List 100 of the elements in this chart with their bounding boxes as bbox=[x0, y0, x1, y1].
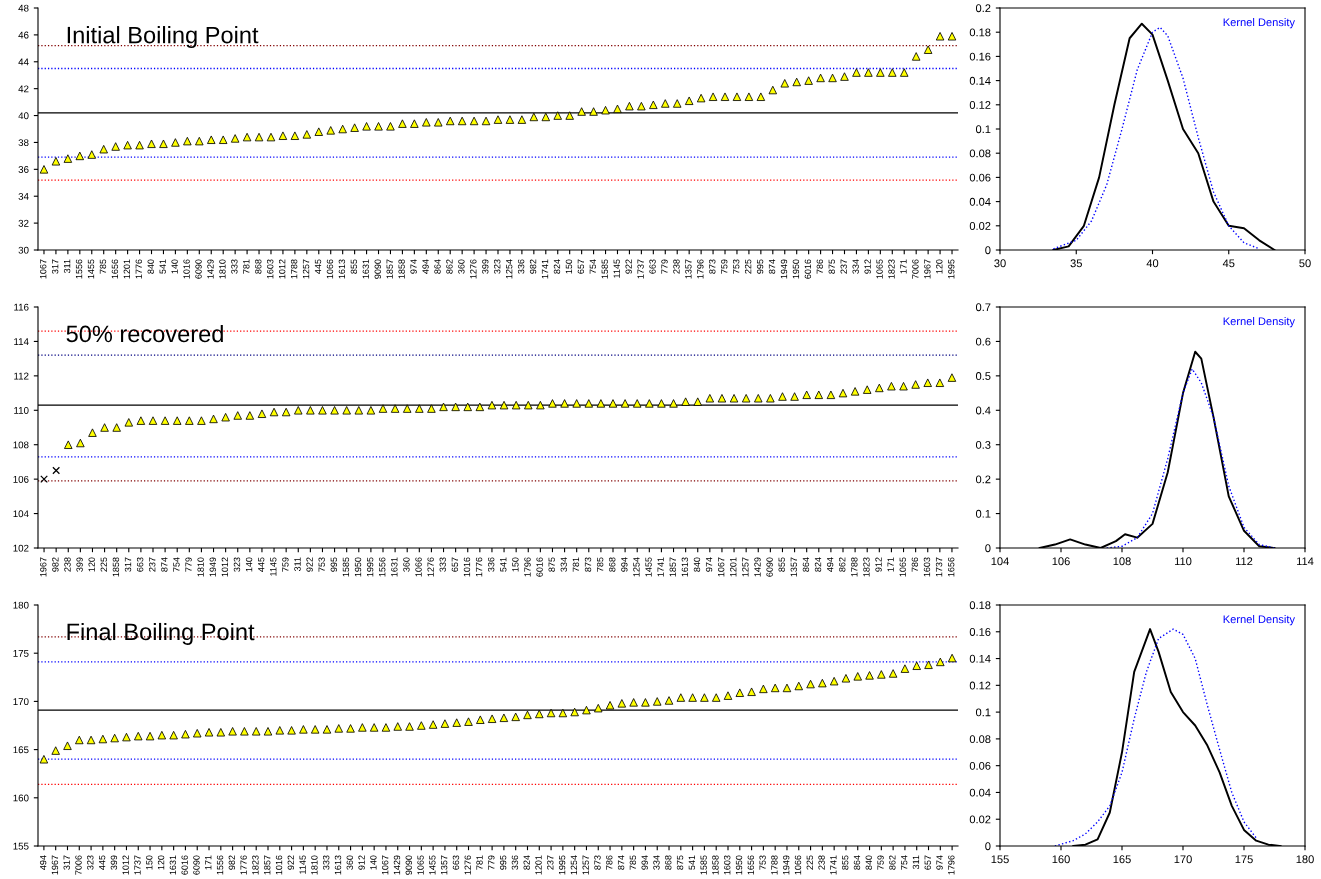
x-tick-label: 399 bbox=[76, 557, 83, 572]
x-tick-label: 360 bbox=[346, 855, 353, 870]
x-tick-label: 785 bbox=[629, 855, 637, 870]
x-tick-label: 1656 bbox=[747, 855, 755, 875]
x-tick-label: 1556 bbox=[379, 557, 386, 577]
x-tick-label: 1276 bbox=[464, 855, 471, 875]
x-tick-label: 875 bbox=[548, 557, 555, 572]
x-tick-label: 912 bbox=[875, 557, 882, 572]
y-tick-label: 46 bbox=[18, 31, 29, 39]
x-tick-label: 786 bbox=[911, 557, 919, 572]
y-tick-label: 0.18 bbox=[969, 601, 991, 610]
x-tick-label: 855 bbox=[350, 259, 358, 274]
x-tick-label: 317 bbox=[124, 557, 132, 572]
x-tick-label: 1858 bbox=[712, 855, 719, 875]
x-tick-label: 864 bbox=[853, 855, 861, 870]
x-tick-label: 1357 bbox=[685, 259, 692, 279]
x-tick-label: 1145 bbox=[299, 855, 306, 874]
x-tick-label: 1858 bbox=[112, 557, 120, 577]
x-tick-label: 6090 bbox=[195, 259, 202, 279]
x-tick-label: 875 bbox=[676, 855, 684, 870]
x-tick-label: 781 bbox=[572, 557, 580, 572]
y-tick-label: 0.06 bbox=[969, 761, 991, 770]
y-tick-label: 42 bbox=[18, 85, 29, 93]
x-tick-label: 759 bbox=[282, 557, 289, 572]
x-tick-label: 840 bbox=[865, 855, 872, 870]
x-tick-label: 840 bbox=[693, 557, 701, 572]
x-tick-label: 171 bbox=[900, 259, 907, 274]
x-tick-label: 864 bbox=[802, 557, 810, 572]
y-tick-label: 0.18 bbox=[969, 28, 991, 37]
x-tick-label: 140 bbox=[370, 855, 377, 870]
x-tick-label: 982 bbox=[529, 259, 537, 274]
x-tick-label: 150 bbox=[565, 259, 573, 274]
x-tick-label: 1145 bbox=[613, 259, 620, 278]
x-tick-label: 1823 bbox=[252, 855, 259, 875]
x-tick-label: 1949 bbox=[783, 855, 790, 875]
x-tick-label: 112 bbox=[1235, 557, 1253, 566]
x-tick-label: 180 bbox=[1296, 855, 1314, 864]
y-tick-label: 180 bbox=[13, 601, 29, 609]
x-tick-label: 333 bbox=[439, 557, 446, 572]
x-tick-label: 170 bbox=[1174, 855, 1192, 864]
x-tick-label: 663 bbox=[136, 557, 144, 572]
x-tick-label: 1429 bbox=[207, 259, 214, 279]
x-tick-label: 995 bbox=[756, 259, 764, 274]
x-tick-label: 1257 bbox=[302, 259, 310, 279]
y-tick-label: 32 bbox=[18, 219, 29, 227]
x-tick-label: 824 bbox=[814, 557, 822, 572]
x-tick-label: 6090 bbox=[193, 855, 200, 875]
x-tick-label: 663 bbox=[649, 259, 656, 274]
x-tick-label: 1737 bbox=[935, 557, 943, 577]
x-tick-label: 494 bbox=[422, 259, 429, 274]
x-tick-label: 333 bbox=[323, 855, 330, 870]
x-tick-label: 1145 bbox=[270, 557, 277, 576]
x-tick-label: 785 bbox=[99, 259, 107, 274]
x-tick-label: 1950 bbox=[792, 259, 800, 279]
text: Kernel Density bbox=[1223, 615, 1295, 626]
x-tick-label: 922 bbox=[625, 259, 632, 274]
x-tick-label: 445 bbox=[258, 557, 265, 572]
text: Final Boiling Point bbox=[67, 622, 255, 645]
y-tick-label: 0.06 bbox=[969, 173, 991, 182]
x-tick-label: 657 bbox=[924, 855, 931, 870]
y-tick-label: 0.12 bbox=[969, 101, 991, 109]
x-tick-label: 1254 bbox=[633, 557, 640, 577]
y-tick-label: 0.4 bbox=[975, 406, 991, 415]
x-tick-label: 1357 bbox=[790, 557, 797, 577]
x-tick-label: 995 bbox=[499, 855, 507, 870]
x-tick-label: 1741 bbox=[541, 259, 549, 279]
y-tick-label: 34 bbox=[18, 192, 29, 200]
x-tick-label: 1585 bbox=[342, 557, 350, 577]
y-tick-label: 0.14 bbox=[969, 654, 991, 663]
y-tick-label: 36 bbox=[18, 166, 29, 173]
x-tick-label: 1737 bbox=[637, 259, 644, 279]
x-tick-label: 862 bbox=[446, 259, 453, 274]
x-tick-label: 9090 bbox=[405, 855, 412, 875]
x-tick-label: 1741 bbox=[657, 557, 664, 577]
x-tick-label: 1012 bbox=[278, 259, 286, 279]
text: 50% recovered bbox=[66, 324, 223, 343]
x-tick-label: 1995 bbox=[366, 557, 374, 577]
x-tick-label: 1016 bbox=[275, 855, 283, 875]
x-tick-label: 1613 bbox=[338, 259, 346, 279]
x-tick-label: 1613 bbox=[681, 557, 689, 577]
x-tick-label: 824 bbox=[553, 259, 561, 274]
x-tick-label: 1776 bbox=[475, 557, 483, 577]
x-tick-label: 657 bbox=[577, 259, 585, 274]
x-tick-label: 45 bbox=[1222, 259, 1235, 268]
x-tick-label: 7006 bbox=[912, 259, 919, 279]
x-tick-label: 1796 bbox=[948, 855, 955, 875]
x-tick-label: 150 bbox=[512, 557, 519, 572]
x-tick-label: 1016 bbox=[183, 259, 190, 279]
y-tick-label: 0.3 bbox=[975, 440, 991, 449]
x-tick-label: 994 bbox=[641, 855, 648, 870]
x-tick-label: 912 bbox=[358, 855, 365, 870]
x-tick-label: 1276 bbox=[470, 259, 477, 279]
y-tick-label: 0.5 bbox=[975, 372, 991, 380]
x-tick-label: 1788 bbox=[851, 557, 858, 577]
y-tick-label: 0.2 bbox=[975, 475, 991, 484]
x-tick-label: 140 bbox=[171, 259, 178, 274]
x-tick-label: 1858 bbox=[398, 259, 405, 279]
x-tick-label: 759 bbox=[721, 259, 728, 274]
x-tick-label: 399 bbox=[110, 855, 118, 870]
x-tick-label: 334 bbox=[852, 259, 859, 274]
